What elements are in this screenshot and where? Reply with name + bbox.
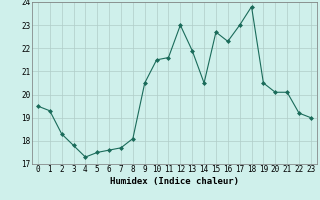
X-axis label: Humidex (Indice chaleur): Humidex (Indice chaleur) <box>110 177 239 186</box>
